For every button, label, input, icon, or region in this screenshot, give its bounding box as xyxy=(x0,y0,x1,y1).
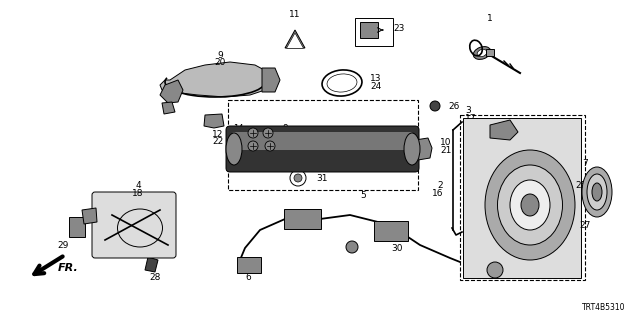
Polygon shape xyxy=(262,68,280,92)
Ellipse shape xyxy=(510,180,550,230)
Text: 8: 8 xyxy=(282,124,288,132)
Ellipse shape xyxy=(521,194,539,216)
Text: 30: 30 xyxy=(391,244,403,252)
Text: 19: 19 xyxy=(280,138,291,147)
Text: 11: 11 xyxy=(289,10,301,19)
Ellipse shape xyxy=(582,167,612,217)
Circle shape xyxy=(487,262,503,278)
Text: 18: 18 xyxy=(132,188,144,197)
Text: 28: 28 xyxy=(149,274,161,283)
Polygon shape xyxy=(145,257,158,272)
Text: 21: 21 xyxy=(440,146,451,155)
FancyBboxPatch shape xyxy=(226,126,419,172)
Text: 20: 20 xyxy=(214,58,226,67)
FancyBboxPatch shape xyxy=(374,221,408,241)
Polygon shape xyxy=(285,30,305,48)
Text: 1: 1 xyxy=(487,13,493,22)
Text: 15: 15 xyxy=(234,138,244,147)
Ellipse shape xyxy=(477,49,487,57)
Text: 7: 7 xyxy=(582,158,588,167)
Text: 3: 3 xyxy=(465,106,471,115)
Text: 16: 16 xyxy=(431,188,443,197)
Ellipse shape xyxy=(327,74,357,92)
FancyBboxPatch shape xyxy=(92,192,176,258)
Text: 14: 14 xyxy=(234,124,244,132)
Text: 2: 2 xyxy=(437,180,443,189)
Text: 17: 17 xyxy=(465,114,477,123)
FancyBboxPatch shape xyxy=(69,217,85,237)
Ellipse shape xyxy=(497,165,563,245)
Circle shape xyxy=(263,128,273,138)
Text: 31: 31 xyxy=(316,173,328,182)
Ellipse shape xyxy=(587,174,607,210)
Ellipse shape xyxy=(485,150,575,260)
Circle shape xyxy=(294,174,302,182)
FancyBboxPatch shape xyxy=(237,257,261,273)
Text: 13: 13 xyxy=(370,74,381,83)
Text: 24: 24 xyxy=(370,82,381,91)
Text: 23: 23 xyxy=(393,23,404,33)
Polygon shape xyxy=(160,62,270,97)
Polygon shape xyxy=(162,102,175,114)
FancyBboxPatch shape xyxy=(463,118,581,278)
Polygon shape xyxy=(82,208,97,224)
Text: 29: 29 xyxy=(58,241,68,250)
Text: 25: 25 xyxy=(575,180,586,189)
Text: 10: 10 xyxy=(440,138,451,147)
Ellipse shape xyxy=(226,133,242,165)
Circle shape xyxy=(346,241,358,253)
Text: 22: 22 xyxy=(212,137,223,146)
Circle shape xyxy=(248,141,258,151)
Ellipse shape xyxy=(404,133,420,165)
Text: 5: 5 xyxy=(360,190,366,199)
Text: 9: 9 xyxy=(217,51,223,60)
FancyBboxPatch shape xyxy=(232,132,413,150)
Text: 26: 26 xyxy=(448,101,460,110)
Polygon shape xyxy=(414,138,432,160)
Text: 4: 4 xyxy=(135,180,141,189)
Circle shape xyxy=(248,128,258,138)
Ellipse shape xyxy=(474,47,491,60)
Circle shape xyxy=(265,141,275,151)
Text: TRT4B5310: TRT4B5310 xyxy=(582,303,625,312)
Polygon shape xyxy=(204,114,224,128)
FancyBboxPatch shape xyxy=(284,209,321,229)
Polygon shape xyxy=(490,120,518,140)
Ellipse shape xyxy=(592,183,602,201)
Polygon shape xyxy=(160,80,183,103)
FancyBboxPatch shape xyxy=(360,22,378,38)
Text: 27: 27 xyxy=(579,220,591,229)
Circle shape xyxy=(430,101,440,111)
FancyBboxPatch shape xyxy=(486,49,494,56)
Text: FR.: FR. xyxy=(58,263,79,273)
Text: 12: 12 xyxy=(212,130,224,139)
Text: 6: 6 xyxy=(245,274,251,283)
Polygon shape xyxy=(287,33,303,48)
